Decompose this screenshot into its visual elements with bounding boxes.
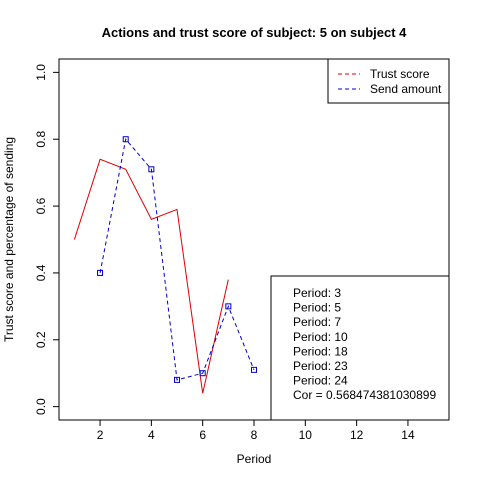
legend-label: Trust score [370, 67, 430, 81]
annotation-line: Period: 23 [293, 359, 348, 373]
y-tick-label: 0.0 [34, 398, 48, 415]
send-amount-point [225, 303, 232, 310]
send-amount-point [122, 136, 129, 143]
chart-title: Actions and trust score of subject: 5 on… [102, 25, 408, 40]
send-amount-point [199, 370, 206, 377]
legend-box [327, 58, 450, 104]
annotation-line: Period: 5 [293, 301, 341, 315]
x-tick-label: 6 [199, 428, 206, 442]
x-tick-label: 12 [350, 428, 364, 442]
x-axis-label: Period [237, 452, 272, 466]
y-axis-label: Trust score and percentage of sending [2, 137, 16, 342]
y-tick-label: 0.8 [34, 131, 48, 148]
send-amount-line [99, 138, 255, 381]
annotation-line: Cor = 0.568474381030899 [293, 388, 436, 402]
annotation-line: Period: 3 [293, 286, 341, 300]
trust-score-line [73, 158, 229, 394]
annotation-line: Period: 24 [293, 374, 348, 388]
y-tick-label: 0.2 [34, 331, 48, 348]
x-tick-label: 8 [251, 428, 258, 442]
send-amount-point [251, 366, 257, 373]
annotation-line: Period: 18 [293, 344, 348, 358]
legend-label: Send amount [370, 82, 442, 96]
y-tick-label: 0.4 [34, 264, 48, 281]
series-layer [73, 136, 257, 394]
y-axis: 0.0 0.2 0.4 0.6 0.8 1.0 [34, 64, 59, 415]
send-amount-point [148, 166, 155, 173]
y-tick-label: 0.6 [34, 197, 48, 214]
x-tick-label: 2 [97, 428, 104, 442]
annotation-line: Period: 10 [293, 330, 348, 344]
send-amount-point [97, 269, 104, 276]
send-amount-point [174, 376, 181, 383]
x-axis: 2 4 6 8 10 12 14 [97, 420, 415, 442]
x-tick-label: 14 [401, 428, 415, 442]
y-tick-label: 1.0 [34, 64, 48, 81]
x-tick-label: 4 [148, 428, 155, 442]
annotation-line: Period: 7 [293, 315, 341, 329]
x-tick-label: 10 [299, 428, 313, 442]
annotation-box [270, 275, 450, 421]
